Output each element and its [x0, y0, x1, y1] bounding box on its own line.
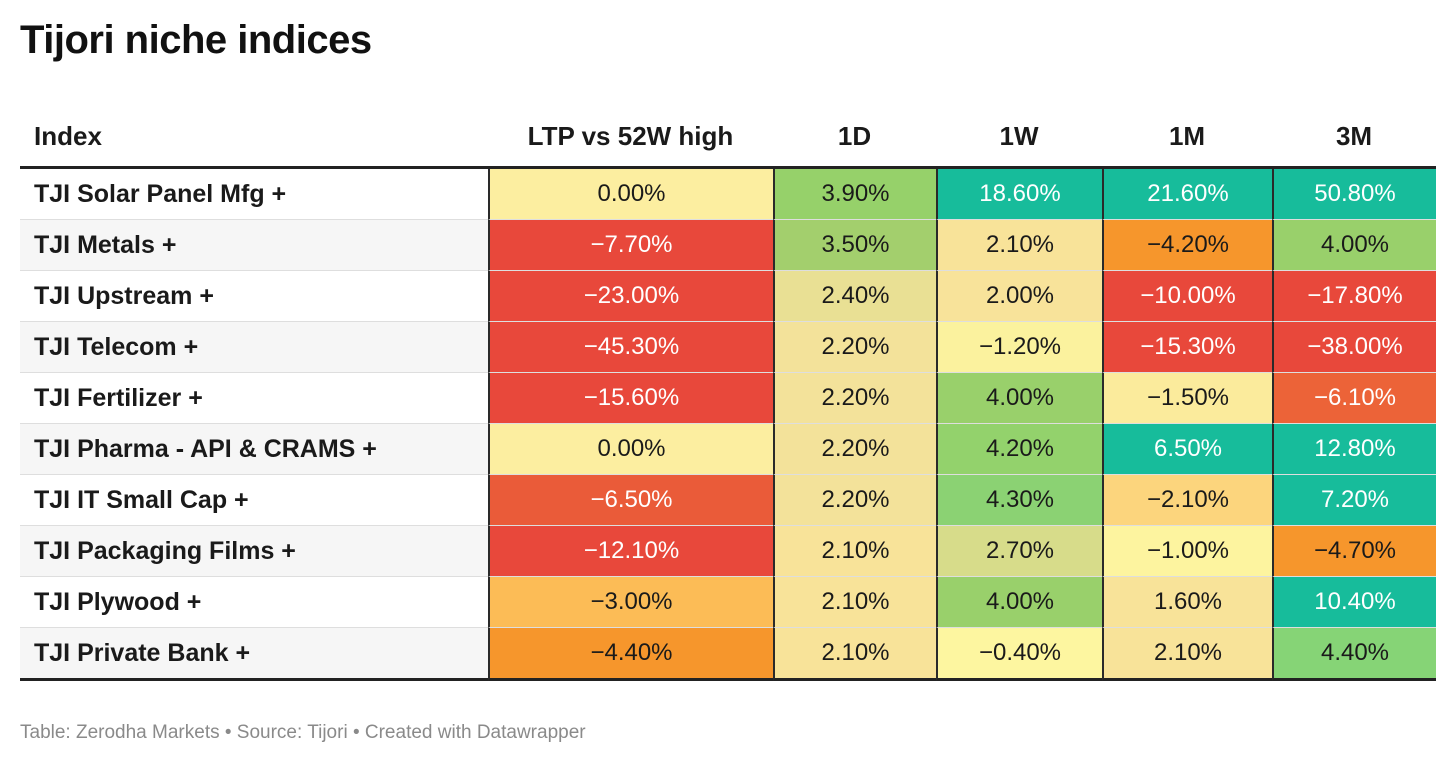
value-cell-ltp-vs-52w-high: 0.00%: [488, 424, 773, 475]
value-cell-1d: 2.40%: [773, 271, 936, 322]
column-header-1w[interactable]: 1W: [936, 106, 1102, 169]
value-cell-1d: 2.10%: [773, 526, 936, 577]
index-name-cell: TJI Pharma - API & CRAMS +: [20, 424, 488, 475]
index-name-cell: TJI Private Bank +: [20, 628, 488, 681]
index-name-cell: TJI Upstream +: [20, 271, 488, 322]
index-name-cell: TJI Plywood +: [20, 577, 488, 628]
value-cell-1m: 6.50%: [1102, 424, 1272, 475]
column-header-3m[interactable]: 3M: [1272, 106, 1436, 169]
value-cell-1m: 1.60%: [1102, 577, 1272, 628]
column-header-index[interactable]: Index: [20, 106, 488, 169]
index-name-cell: TJI Packaging Films +: [20, 526, 488, 577]
value-cell-1m: 21.60%: [1102, 169, 1272, 220]
value-cell-1w: 4.00%: [936, 373, 1102, 424]
value-cell-3m: −6.10%: [1272, 373, 1436, 424]
column-header-ltp-vs-52w-high[interactable]: LTP vs 52W high: [488, 106, 773, 169]
value-cell-1d: 2.20%: [773, 424, 936, 475]
value-cell-ltp-vs-52w-high: −15.60%: [488, 373, 773, 424]
table-row: TJI Telecom + −45.30% 2.20% −1.20% −15.30% −3…: [20, 322, 1436, 373]
value-cell-3m: 50.80%: [1272, 169, 1436, 220]
value-cell-1d: 2.20%: [773, 475, 936, 526]
table-row: TJI Private Bank + −4.40% 2.10% −0.40% 2.10%…: [20, 628, 1436, 681]
value-cell-1w: 2.70%: [936, 526, 1102, 577]
value-cell-ltp-vs-52w-high: −7.70%: [488, 220, 773, 271]
column-header-1m[interactable]: 1M: [1102, 106, 1272, 169]
value-cell-1m: −4.20%: [1102, 220, 1272, 271]
value-cell-1m: −15.30%: [1102, 322, 1272, 373]
value-cell-1d: 2.10%: [773, 577, 936, 628]
value-cell-3m: 10.40%: [1272, 577, 1436, 628]
value-cell-1d: 3.90%: [773, 169, 936, 220]
index-name-cell: TJI Telecom +: [20, 322, 488, 373]
value-cell-1w: 18.60%: [936, 169, 1102, 220]
table-row: TJI Metals + −7.70% 3.50% 2.10% −4.20% 4.00%: [20, 220, 1436, 271]
value-cell-1m: −1.50%: [1102, 373, 1272, 424]
table-row: TJI Pharma - API & CRAMS +0.00% 2.20% 4.20…: [20, 424, 1436, 475]
table-row: TJI IT Small Cap + −6.50% 2.20% 4.30% −2.10%…: [20, 475, 1436, 526]
value-cell-3m: 7.20%: [1272, 475, 1436, 526]
table-row: TJI Upstream + −23.00% 2.40% 2.00% −10.00% −1…: [20, 271, 1436, 322]
value-cell-ltp-vs-52w-high: −23.00%: [488, 271, 773, 322]
value-cell-1w: 4.00%: [936, 577, 1102, 628]
table-row: TJI Solar Panel Mfg +0.00% 3.90% 18.60% 21.…: [20, 169, 1436, 220]
value-cell-1w: 4.20%: [936, 424, 1102, 475]
value-cell-ltp-vs-52w-high: −6.50%: [488, 475, 773, 526]
value-cell-ltp-vs-52w-high: −12.10%: [488, 526, 773, 577]
indices-table: Index LTP vs 52W high 1D 1W 1M 3M TJI So…: [20, 106, 1436, 681]
value-cell-1d: 3.50%: [773, 220, 936, 271]
value-cell-1w: 4.30%: [936, 475, 1102, 526]
value-cell-3m: 4.40%: [1272, 628, 1436, 681]
source-footer: Table: Zerodha Markets • Source: Tijori …: [20, 722, 586, 743]
value-cell-1w: 2.10%: [936, 220, 1102, 271]
value-cell-ltp-vs-52w-high: −3.00%: [488, 577, 773, 628]
column-header-1d[interactable]: 1D: [773, 106, 936, 169]
value-cell-1d: 2.20%: [773, 373, 936, 424]
table-body: TJI Solar Panel Mfg +0.00% 3.90% 18.60% 21.…: [20, 169, 1436, 681]
value-cell-1d: 2.10%: [773, 628, 936, 681]
value-cell-1m: −10.00%: [1102, 271, 1272, 322]
chart-title: Tijori niche indices: [20, 18, 372, 62]
value-cell-1m: 2.10%: [1102, 628, 1272, 681]
value-cell-3m: 4.00%: [1272, 220, 1436, 271]
index-name-cell: TJI Solar Panel Mfg +: [20, 169, 488, 220]
value-cell-3m: −4.70%: [1272, 526, 1436, 577]
index-name-cell: TJI IT Small Cap +: [20, 475, 488, 526]
value-cell-ltp-vs-52w-high: 0.00%: [488, 169, 773, 220]
value-cell-1w: −1.20%: [936, 322, 1102, 373]
value-cell-1d: 2.20%: [773, 322, 936, 373]
value-cell-1w: 2.00%: [936, 271, 1102, 322]
value-cell-1m: −2.10%: [1102, 475, 1272, 526]
value-cell-1m: −1.00%: [1102, 526, 1272, 577]
value-cell-ltp-vs-52w-high: −4.40%: [488, 628, 773, 681]
index-name-cell: TJI Fertilizer +: [20, 373, 488, 424]
value-cell-1w: −0.40%: [936, 628, 1102, 681]
value-cell-3m: 12.80%: [1272, 424, 1436, 475]
table-row: TJI Fertilizer + −15.60% 2.20% 4.00% −1.50% −…: [20, 373, 1436, 424]
value-cell-3m: −38.00%: [1272, 322, 1436, 373]
value-cell-3m: −17.80%: [1272, 271, 1436, 322]
table-row: TJI Plywood + −3.00% 2.10% 4.00% 1.60% 10.40%: [20, 577, 1436, 628]
index-name-cell: TJI Metals +: [20, 220, 488, 271]
value-cell-ltp-vs-52w-high: −45.30%: [488, 322, 773, 373]
header-row: Index LTP vs 52W high 1D 1W 1M 3M: [20, 106, 1436, 169]
table-row: TJI Packaging Films + −12.10% 2.10% 2.70% −1…: [20, 526, 1436, 577]
